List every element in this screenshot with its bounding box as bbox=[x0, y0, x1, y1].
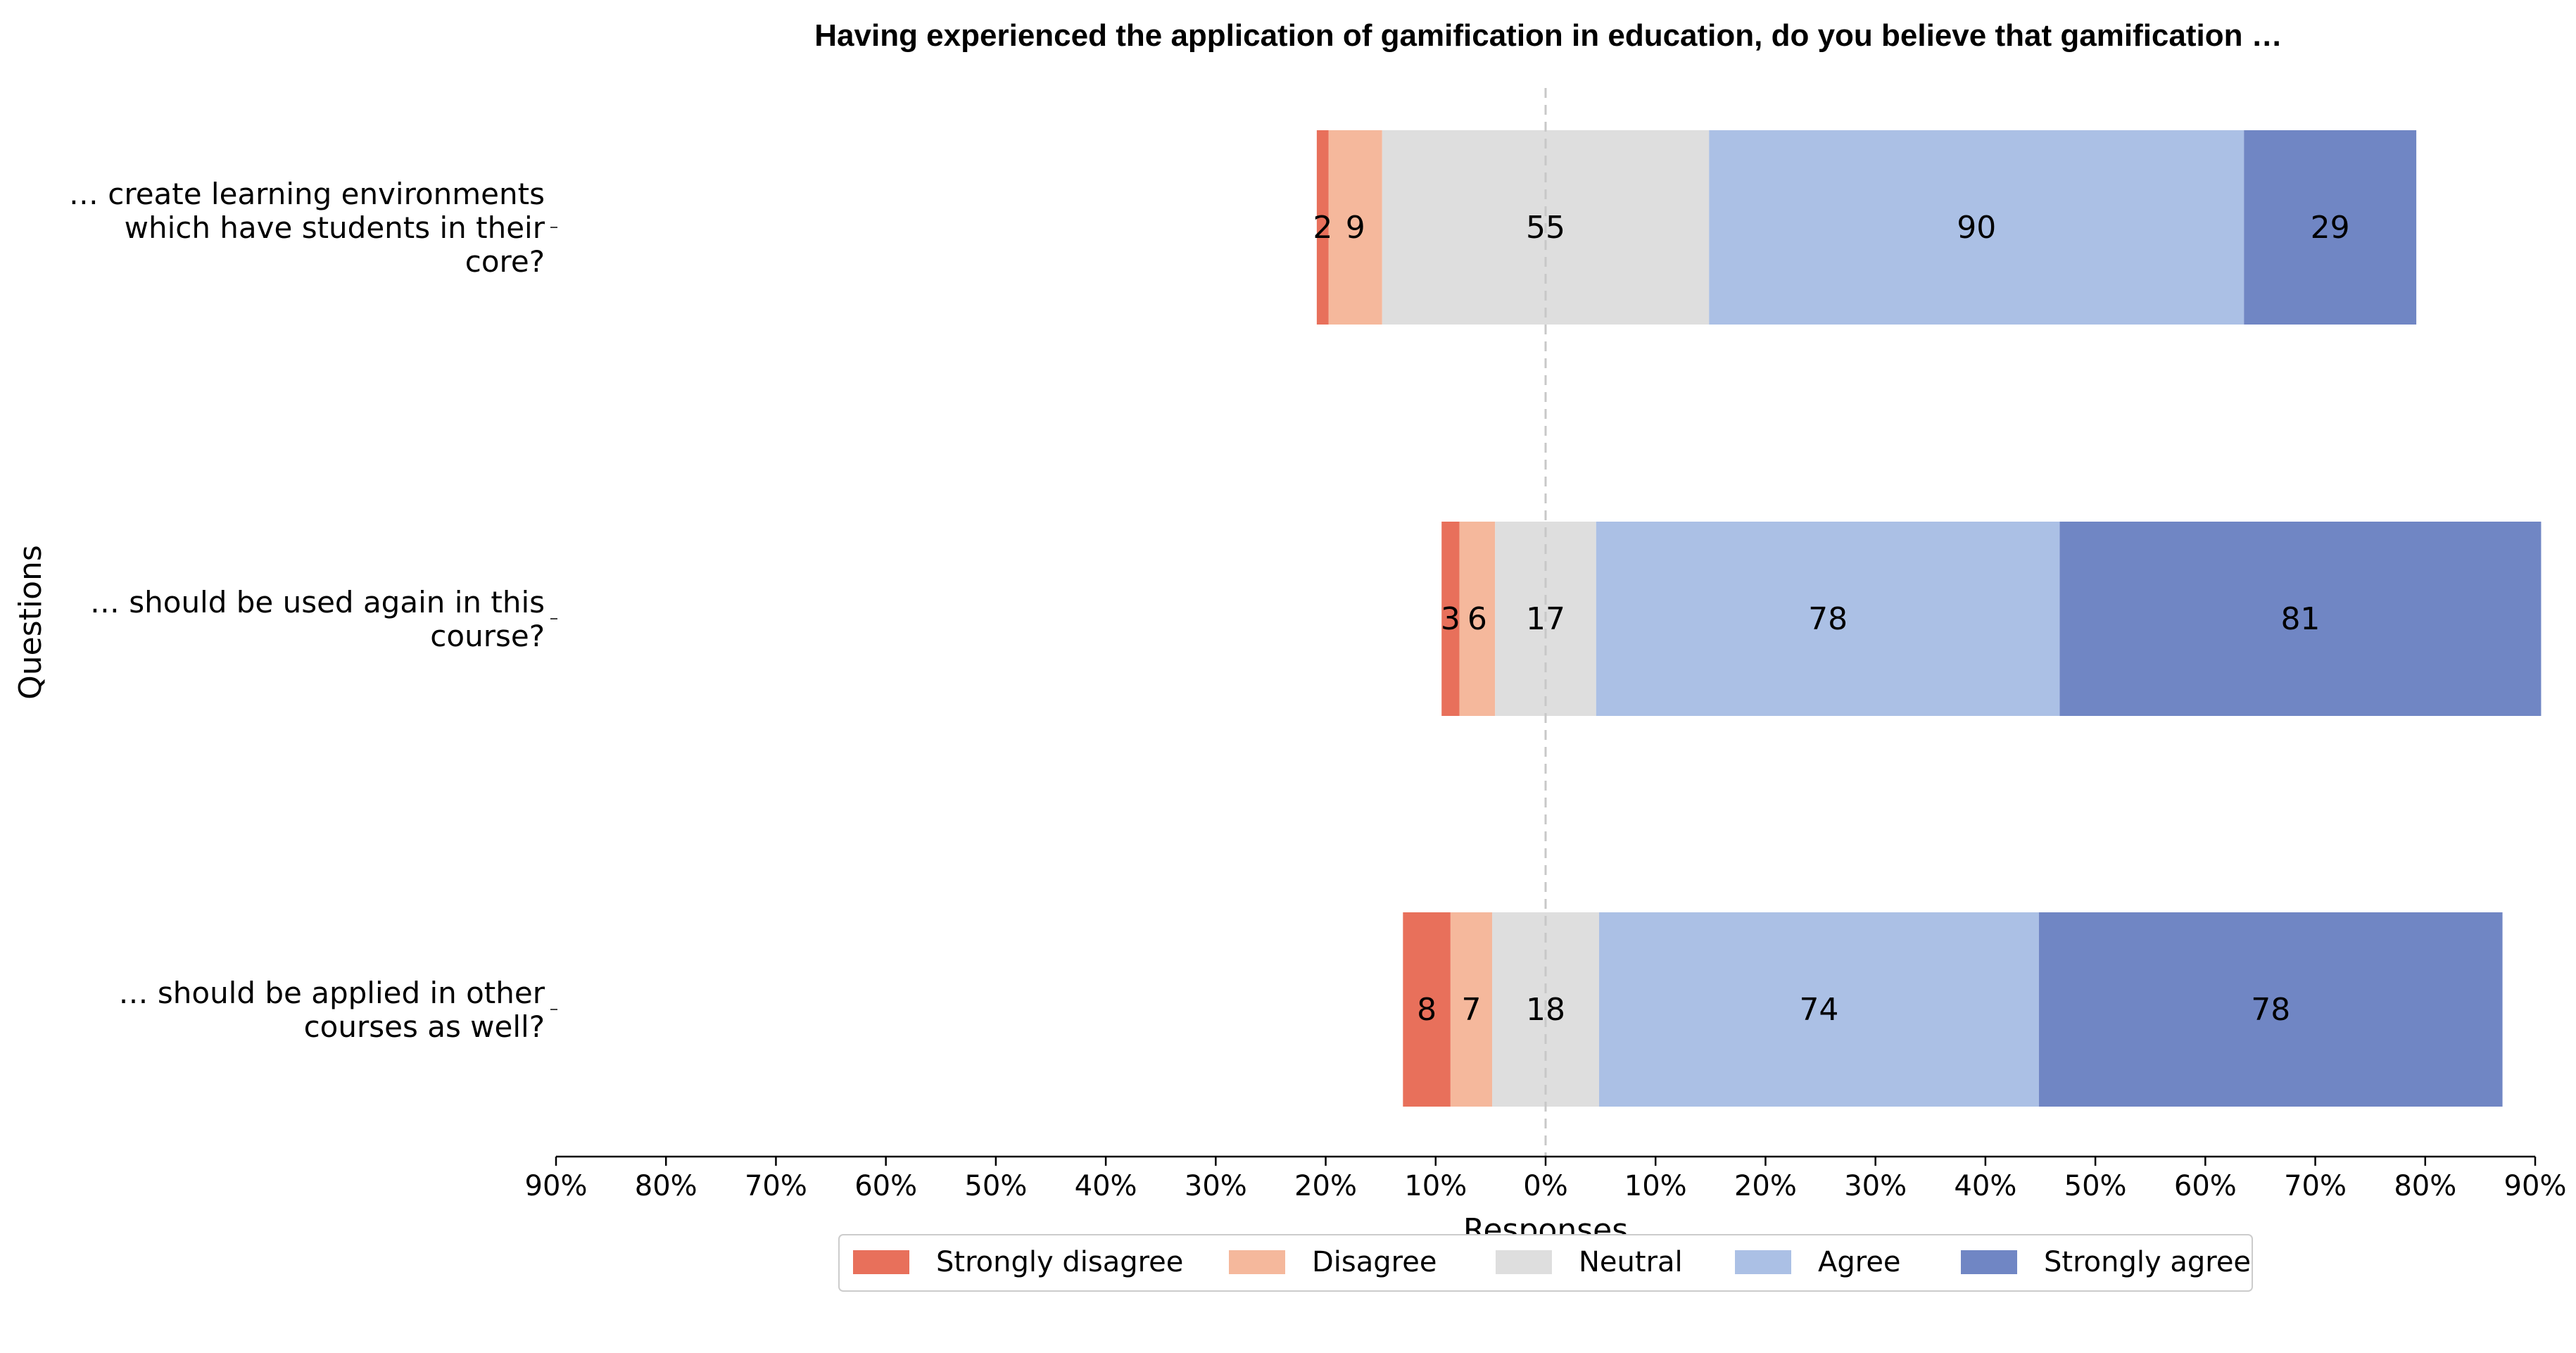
legend-swatch-neutral bbox=[1496, 1250, 1552, 1274]
segment-label: 6 bbox=[1467, 601, 1487, 637]
x-tick-label: 70% bbox=[2284, 1170, 2347, 1202]
x-tick-label: 50% bbox=[964, 1170, 1027, 1202]
bar-disagree-q2 bbox=[1459, 522, 1496, 716]
segment-label: 81 bbox=[2280, 601, 2320, 637]
category-label-line: … should be used again in this bbox=[90, 585, 545, 619]
bar-agree-q2 bbox=[1596, 522, 2060, 716]
segment-label: 7 bbox=[1461, 992, 1481, 1028]
x-tick-label: 40% bbox=[1954, 1170, 2016, 1202]
segment-label: 78 bbox=[2251, 992, 2290, 1028]
chart-title: Having experienced the application of ga… bbox=[814, 18, 2282, 53]
segment-label: 8 bbox=[1417, 992, 1437, 1028]
x-tick-label: 10% bbox=[1624, 1170, 1687, 1202]
x-tick-label: 20% bbox=[1734, 1170, 1797, 1202]
x-tick-label: 0% bbox=[1523, 1170, 1567, 1202]
segment-label: 29 bbox=[2311, 210, 2350, 246]
bar-disagree-q1 bbox=[1328, 130, 1382, 325]
x-tick-label: 90% bbox=[2504, 1170, 2567, 1202]
segment-label: 90 bbox=[1957, 210, 1996, 246]
legend-label-agree: Agree bbox=[1818, 1246, 1901, 1278]
y-axis-title: Questions bbox=[13, 545, 49, 700]
bar-strongly-disagree-q3 bbox=[1403, 912, 1451, 1107]
legend-label-neutral: Neutral bbox=[1579, 1246, 1683, 1278]
x-tick-label: 80% bbox=[2394, 1170, 2456, 1202]
bar-disagree-q3 bbox=[1450, 912, 1492, 1107]
bar-strongly-disagree-q2 bbox=[1441, 522, 1460, 716]
x-tick-label: 60% bbox=[2174, 1170, 2237, 1202]
legend-label-strongly-agree: Strongly agree bbox=[2044, 1246, 2251, 1278]
x-tick-label: 40% bbox=[1075, 1170, 1137, 1202]
legend: Strongly disagree Disagree Neutral Agree Str… bbox=[838, 1234, 2253, 1292]
category-label-line: core? bbox=[465, 244, 545, 279]
category-label-line: … create learning environments bbox=[69, 177, 545, 211]
bar-strongly-agree-q1 bbox=[2244, 130, 2417, 325]
segment-labels-group: 2 9 55 90 293 6 17 78 818 7 18 74 78 bbox=[1313, 210, 2349, 1028]
x-tick-label: 30% bbox=[1844, 1170, 1907, 1202]
x-tick-label: 80% bbox=[635, 1170, 697, 1202]
segment-label: 9 bbox=[1346, 210, 1365, 246]
category-label-line: … should be applied in other bbox=[119, 976, 545, 1010]
bars-group bbox=[1316, 130, 2542, 1107]
x-tick-label: 60% bbox=[854, 1170, 917, 1202]
legend-items: Strongly disagree Disagree Neutral Agree Str… bbox=[853, 1246, 2251, 1278]
segment-label: 3 bbox=[1441, 601, 1460, 637]
bar-agree-q3 bbox=[1599, 912, 2039, 1107]
bar-strongly-agree-q3 bbox=[2038, 912, 2503, 1107]
x-tick-label: 10% bbox=[1404, 1170, 1467, 1202]
legend-swatch-disagree bbox=[1229, 1250, 1285, 1274]
bar-strongly-disagree-q1 bbox=[1316, 130, 1329, 325]
x-tick-label: 50% bbox=[2064, 1170, 2127, 1202]
legend-swatch-strongly-disagree bbox=[853, 1250, 909, 1274]
category-label-q3: … should be applied in other courses as w… bbox=[119, 976, 545, 1044]
legend-swatch-agree bbox=[1735, 1250, 1791, 1274]
category-label-line: courses as well? bbox=[304, 1009, 545, 1044]
bar-agree-q1 bbox=[1709, 130, 2244, 325]
x-tick-label: 20% bbox=[1294, 1170, 1357, 1202]
legend-label-disagree: Disagree bbox=[1312, 1246, 1437, 1278]
bar-strongly-agree-q2 bbox=[2059, 522, 2542, 716]
x-tick-label: 70% bbox=[745, 1170, 807, 1202]
category-label-line: course? bbox=[430, 619, 545, 653]
segment-label: 74 bbox=[1799, 992, 1838, 1028]
segment-label: 78 bbox=[1808, 601, 1848, 637]
x-axis-ticks: 90% 80% 70% 60% 50% 40% 30% 20% 10% 0% 10% 20% 30% 40… bbox=[525, 1157, 2567, 1202]
segment-label: 2 bbox=[1313, 210, 1332, 246]
category-labels: … create learning environments which have… bbox=[69, 177, 557, 1044]
category-label-q1: … create learning environments which have… bbox=[69, 177, 545, 279]
category-label-line: which have students in their bbox=[125, 210, 545, 245]
category-label-q2: … should be used again in this course? bbox=[90, 585, 545, 653]
legend-label-strongly-disagree: Strongly disagree bbox=[936, 1246, 1183, 1278]
legend-swatch-strongly-agree bbox=[1961, 1250, 2017, 1274]
x-tick-label: 30% bbox=[1185, 1170, 1247, 1202]
x-tick-label: 90% bbox=[525, 1170, 588, 1202]
